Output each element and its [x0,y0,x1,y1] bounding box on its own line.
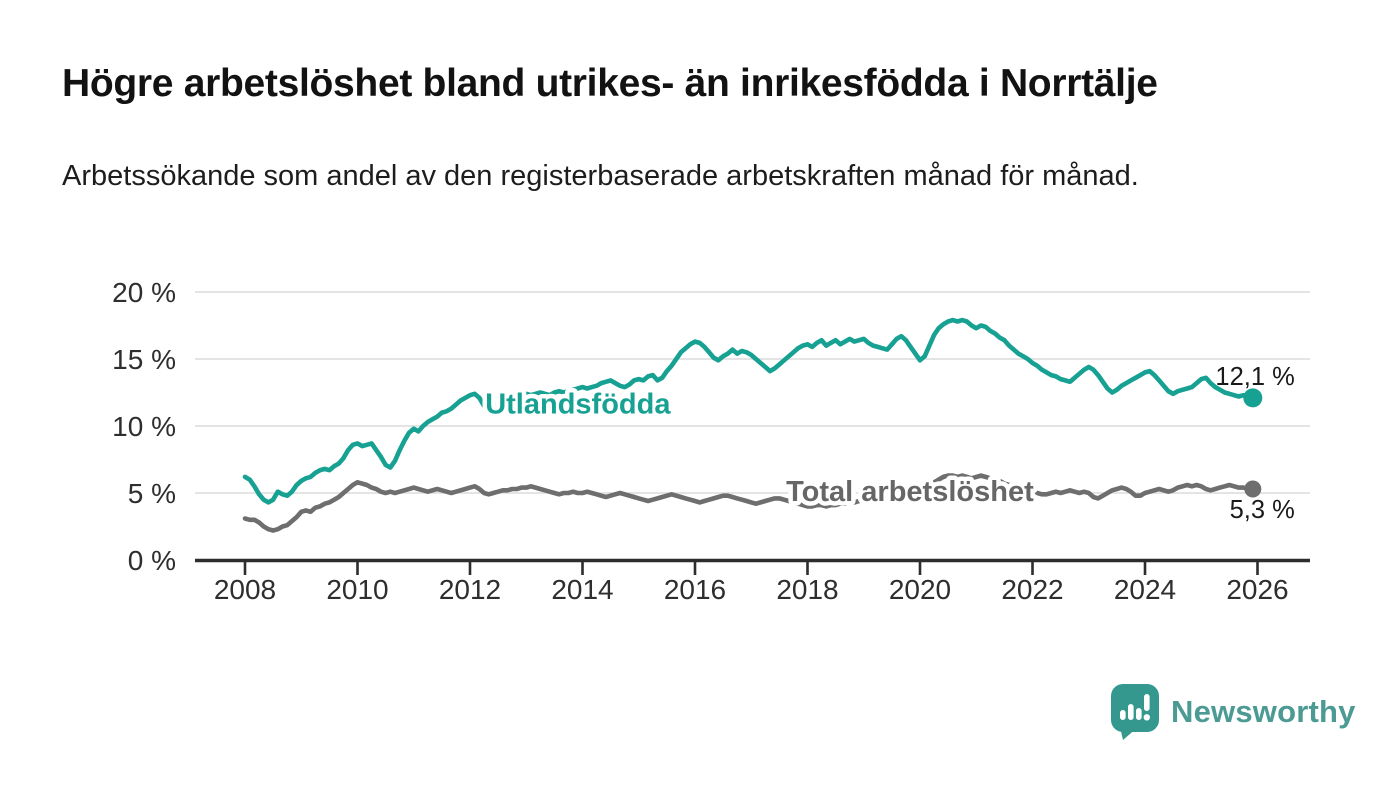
y-axis-label: 5 % [128,478,176,509]
chart-subtitle: Arbetssökande som andel av den registerb… [62,160,1139,192]
x-axis-label: 2026 [1226,574,1288,605]
newsworthy-logo-text: Newsworthy [1171,694,1356,729]
chart-title: Högre arbetslöshet bland utrikes- än inr… [62,62,1158,105]
x-axis-label: 2012 [439,574,501,605]
x-axis-label: 2014 [551,574,613,605]
y-axis-label: 0 % [128,545,176,576]
series-line-total-arbetsl-shet [242,473,1256,533]
y-axis-label: 20 % [112,277,176,308]
x-axis-label: 2016 [664,574,726,605]
end-value-label: 5,3 % [1230,496,1295,524]
series-end-dot [1243,388,1263,408]
series-label: Utlandsfödda [485,388,671,420]
newsworthy-logo-icon [1111,684,1159,740]
x-axis-label: 2008 [214,574,276,605]
newsworthy-logo: Newsworthy [1110,683,1356,741]
series-line-utlandsf-dda [242,317,1256,505]
x-axis-label: 2018 [776,574,838,605]
x-axis-label: 2024 [1114,574,1176,605]
series-end-dot [1244,480,1262,498]
end-value-label: 12,1 % [1215,363,1294,391]
y-axis-label: 15 % [112,344,176,375]
x-axis-label: 2022 [1001,574,1063,605]
series-label: Total arbetslöshet [786,476,1034,508]
y-axis-label: 10 % [112,411,176,442]
x-axis-label: 2010 [326,574,388,605]
x-axis-label: 2020 [889,574,951,605]
